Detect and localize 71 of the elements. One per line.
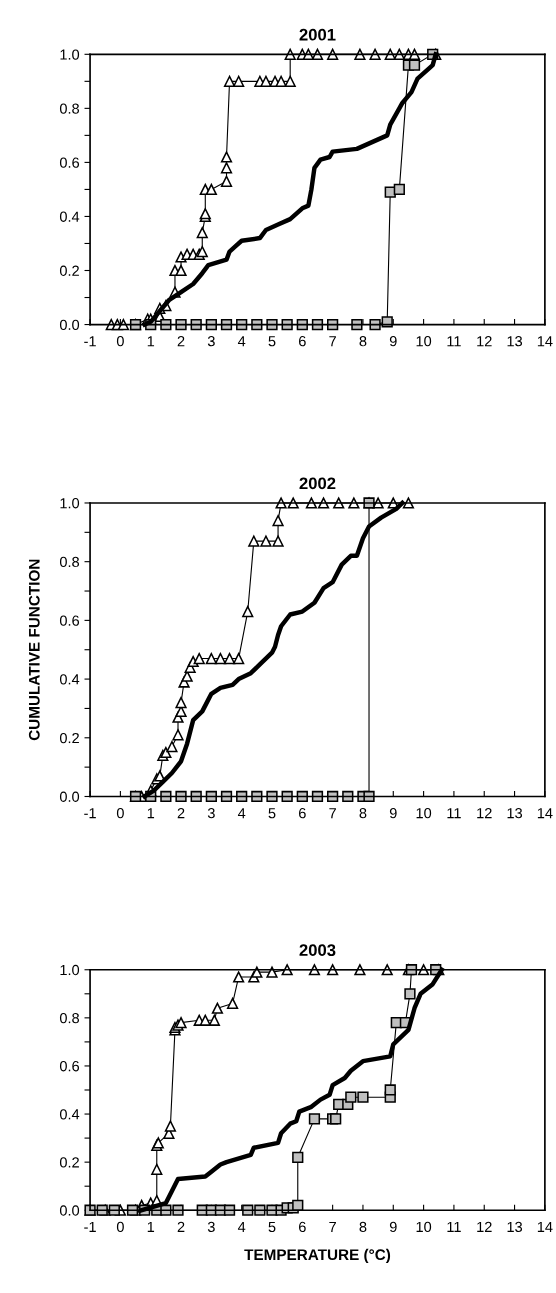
y-tick-label: 0.4 [59,674,80,685]
y-tick-label: 0.0 [59,791,80,802]
x-tick-label: 9 [389,807,397,819]
y-tick-label: 1.0 [60,964,80,976]
x-tick-label: 12 [477,807,492,819]
x-tick-label: 3 [207,1221,215,1233]
chart-title: 2003 [299,944,336,957]
y-tick-label: 0.2 [59,1157,79,1168]
y-tick-label: 0.2 [59,265,79,276]
x-tick-label: 7 [329,336,336,347]
x-tick-label: 8 [359,807,367,819]
y-tick-label: 0.8 [59,103,80,114]
x-tick-label: 2 [177,807,185,819]
x-tick-label: 10 [416,336,432,347]
y-tick-label: 0.4 [59,1109,80,1120]
x-tick-label: 5 [268,336,276,347]
x-tick-label: 6 [299,336,306,347]
x-tick-label: 14 [537,1221,553,1232]
x-tick-label: 13 [507,336,523,347]
x-tick-label: 0 [116,807,124,819]
y-axis-title: CUMULATIVE FUNCTION [28,559,40,741]
y-tick-label: 0.4 [59,211,80,222]
x-tick-label: 0 [116,1221,124,1233]
x-tick-label: 6 [299,807,306,819]
x-tick-label: 13 [507,1221,523,1233]
x-tick-label: 5 [268,808,276,819]
x-axis-title: TEMPERATURE (°C) [244,1248,391,1264]
x-tick-label: 12 [477,336,492,347]
x-tick-label: 10 [416,807,432,819]
x-tick-label: -1 [84,336,96,347]
y-tick-label: 1.0 [60,49,80,60]
x-tick-label: 8 [359,1221,367,1233]
y-tick-label: 0.6 [59,157,80,168]
x-tick-label: 6 [299,1221,306,1233]
y-tick-label: 0.2 [59,732,79,744]
x-tick-label: 7 [329,1221,336,1232]
y-tick-label: 0.6 [59,1061,80,1072]
x-tick-label: 2 [177,1221,185,1232]
x-tick-label: -1 [84,1221,96,1232]
x-tick-label: -1 [84,808,96,819]
x-tick-label: 0 [116,336,124,347]
x-tick-label: 3 [207,807,215,819]
y-tick-label: 1.0 [60,498,80,509]
x-tick-label: 5 [268,1221,276,1233]
chart-title: 2001 [299,28,336,41]
x-tick-label: 14 [537,808,553,819]
x-tick-label: 12 [477,1221,492,1232]
x-tick-label: 4 [237,336,246,347]
x-tick-label: 1 [147,808,155,819]
x-tick-label: 1 [147,336,155,347]
x-tick-label: 4 [237,1221,246,1232]
chart-title: 2002 [299,477,336,490]
x-tick-label: 7 [329,808,336,819]
y-tick-label: 0.6 [59,615,80,626]
x-tick-label: 2 [177,336,185,347]
x-tick-label: 11 [447,808,461,819]
x-tick-label: 3 [207,336,215,347]
x-tick-label: 10 [416,1221,432,1233]
x-tick-label: 11 [447,336,461,347]
x-tick-label: 14 [537,336,553,347]
x-tick-label: 1 [147,1221,155,1232]
x-tick-label: 9 [389,1221,397,1233]
x-tick-label: 9 [389,336,397,347]
x-tick-label: 11 [447,1221,461,1232]
x-tick-label: 4 [237,808,246,819]
y-tick-label: 0.8 [59,1012,80,1024]
y-tick-label: 0.8 [59,556,80,568]
y-tick-label: 0.0 [59,319,80,330]
x-tick-label: 13 [507,807,523,819]
y-tick-label: 0.0 [59,1205,80,1216]
x-tick-label: 8 [359,336,367,347]
